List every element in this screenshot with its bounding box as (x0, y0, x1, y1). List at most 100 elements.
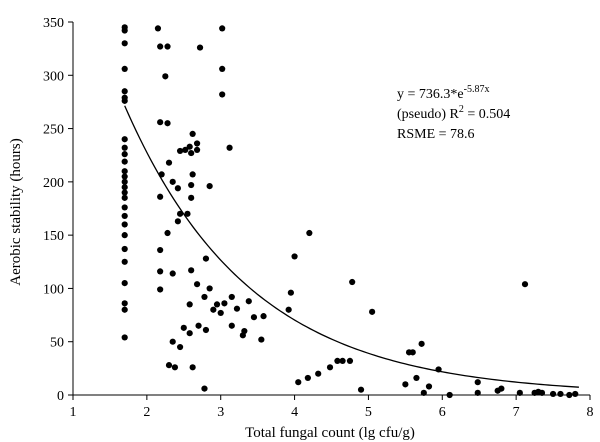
data-point (121, 136, 128, 143)
rsme-text: RSME = 78.6 (397, 127, 475, 142)
data-point (295, 379, 302, 386)
data-point (315, 370, 322, 377)
x-tick-label: 4 (291, 405, 298, 420)
data-point (219, 91, 226, 98)
data-point (121, 189, 128, 196)
x-axis-label: Total fungal count (lg cfu/g) (245, 425, 415, 441)
data-point (121, 158, 128, 165)
data-point (121, 27, 128, 34)
data-point (188, 181, 195, 189)
data-point (157, 193, 164, 200)
data-point (202, 255, 210, 262)
x-tick-label: 8 (587, 405, 594, 420)
data-point (241, 327, 248, 335)
data-point (201, 385, 208, 392)
data-point (188, 267, 195, 274)
data-point (121, 151, 128, 158)
data-point (121, 97, 128, 104)
data-point (413, 374, 420, 382)
data-point (538, 389, 546, 396)
trend-line (124, 105, 579, 388)
data-point (285, 306, 292, 313)
data-point (164, 120, 171, 127)
data-point (291, 253, 298, 260)
data-point (233, 305, 241, 312)
x-ticks: 1 2 3 4 5 6 7 8 (70, 395, 594, 420)
equation-prefix: y = 736.3*e (397, 87, 464, 102)
data-points (121, 24, 579, 399)
data-point (164, 229, 171, 237)
data-point (164, 43, 171, 50)
x-tick-label: 7 (513, 405, 520, 420)
equation-exponent: -5.87x (464, 84, 490, 95)
x-tick-label: 1 (70, 405, 77, 420)
equation-text: y = 736.3*e-5.87x (397, 84, 489, 102)
data-point (557, 390, 564, 398)
data-point (121, 306, 128, 313)
data-point (121, 212, 128, 220)
data-point (304, 374, 311, 382)
data-point (121, 65, 128, 72)
data-point (121, 88, 128, 95)
data-point (154, 25, 162, 32)
data-point (245, 298, 252, 305)
data-point (346, 357, 354, 364)
data-point (174, 185, 181, 192)
data-point (182, 146, 189, 153)
data-point (498, 385, 505, 392)
data-point (121, 232, 128, 239)
data-point (369, 308, 376, 315)
data-point (165, 159, 173, 166)
y-ticks: 0 50 100 150 200 250 300 350 (43, 16, 73, 404)
data-point (174, 218, 181, 225)
data-point (169, 270, 176, 277)
data-point (189, 130, 196, 137)
y-tick-label: 50 (50, 336, 64, 351)
annotation-box: y = 736.3*e-5.87x (pseudo) R2 = 0.504 RS… (397, 84, 510, 142)
data-point (121, 168, 128, 175)
y-tick-label: 100 (43, 282, 64, 297)
data-point (516, 389, 523, 396)
data-point (196, 44, 204, 51)
data-point (287, 289, 294, 296)
data-point (121, 178, 128, 185)
data-point (250, 314, 258, 321)
data-point (171, 364, 179, 371)
data-point (193, 281, 201, 288)
data-point (228, 322, 235, 329)
data-point (169, 178, 176, 185)
data-point (258, 336, 265, 343)
data-point (157, 43, 164, 50)
data-point (121, 245, 128, 253)
data-point (162, 73, 169, 80)
data-point (213, 301, 221, 308)
data-point (121, 221, 128, 228)
data-point (121, 194, 128, 201)
data-point (402, 381, 409, 388)
r2-suffix: = 0.504 (464, 107, 510, 122)
axes (72, 22, 590, 396)
data-point (193, 146, 201, 153)
data-point (474, 389, 481, 396)
data-point (334, 357, 341, 364)
data-point (157, 268, 164, 275)
data-point (260, 313, 267, 320)
data-point (186, 143, 193, 150)
data-point (121, 334, 128, 341)
data-point (566, 391, 573, 399)
data-point (339, 357, 346, 364)
y-tick-label: 200 (43, 176, 64, 191)
data-point (121, 40, 128, 47)
data-point (186, 330, 193, 337)
y-axis-label: Aerobic stability (hours) (8, 138, 24, 285)
data-point (217, 309, 224, 317)
data-point (226, 144, 233, 151)
data-point (195, 322, 202, 329)
r2-prefix: (pseudo) R (397, 107, 459, 122)
data-point (193, 140, 201, 147)
x-tick-label: 6 (439, 405, 446, 420)
data-point (184, 210, 191, 217)
y-tick-label: 350 (43, 16, 64, 31)
data-point (157, 246, 164, 254)
